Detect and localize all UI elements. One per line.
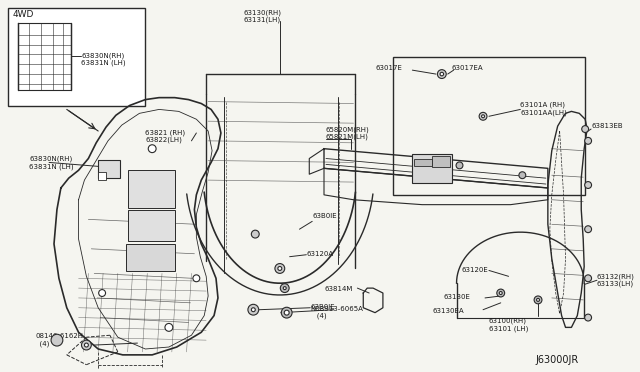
Bar xyxy=(125,244,175,272)
Bar xyxy=(432,155,450,167)
Circle shape xyxy=(99,289,106,296)
Circle shape xyxy=(252,308,255,312)
Circle shape xyxy=(278,266,282,270)
Text: 63132(RH)
63133(LH): 63132(RH) 63133(LH) xyxy=(597,273,635,288)
Bar xyxy=(98,172,106,180)
Bar xyxy=(8,8,145,106)
Circle shape xyxy=(497,289,505,297)
Bar xyxy=(127,209,175,241)
Text: 63120E: 63120E xyxy=(461,266,488,273)
Circle shape xyxy=(81,340,92,350)
Circle shape xyxy=(536,298,540,301)
Text: 63813EB: 63813EB xyxy=(591,123,623,129)
Text: 63100(RH)
63101 (LH): 63100(RH) 63101 (LH) xyxy=(489,318,529,331)
Text: 65820M(RH)
65821M(LH): 65820M(RH) 65821M(LH) xyxy=(326,126,370,140)
Circle shape xyxy=(282,307,292,318)
Circle shape xyxy=(148,145,156,153)
Circle shape xyxy=(280,284,289,292)
Circle shape xyxy=(437,70,446,78)
Text: 63017E: 63017E xyxy=(375,65,402,71)
Text: 63830N(RH)
63831N (LH): 63830N(RH) 63831N (LH) xyxy=(29,155,74,170)
Circle shape xyxy=(585,275,591,282)
Text: 63120A: 63120A xyxy=(307,251,333,257)
Circle shape xyxy=(84,343,88,347)
Circle shape xyxy=(585,314,591,321)
Text: B: B xyxy=(54,337,60,343)
Text: 63821 (RH)
63822(LH): 63821 (RH) 63822(LH) xyxy=(145,129,186,143)
Circle shape xyxy=(440,72,444,76)
Text: 63130(RH)
63131(LH): 63130(RH) 63131(LH) xyxy=(243,9,282,23)
Text: 63017EA: 63017EA xyxy=(452,65,483,71)
Text: J63000JR: J63000JR xyxy=(535,355,579,365)
Text: 63130E: 63130E xyxy=(444,294,470,300)
Circle shape xyxy=(193,275,200,282)
Bar xyxy=(98,160,120,178)
Text: 63B0IE: 63B0IE xyxy=(312,214,337,219)
Circle shape xyxy=(585,182,591,189)
Text: 63B0IE: 63B0IE xyxy=(310,304,335,310)
Bar xyxy=(393,57,585,195)
Bar xyxy=(127,170,175,208)
Circle shape xyxy=(51,334,63,346)
Text: 63130EA: 63130EA xyxy=(432,308,463,314)
Circle shape xyxy=(248,304,259,315)
Circle shape xyxy=(585,137,591,144)
Bar xyxy=(412,154,452,183)
Text: 63814M: 63814M xyxy=(324,286,353,292)
Text: 63101A (RH)
63101AA(LH): 63101A (RH) 63101AA(LH) xyxy=(520,102,567,116)
Circle shape xyxy=(481,115,484,118)
Circle shape xyxy=(582,126,589,132)
Circle shape xyxy=(585,226,591,232)
Circle shape xyxy=(519,172,526,179)
Text: 4WD: 4WD xyxy=(13,10,34,19)
Circle shape xyxy=(165,324,173,331)
Circle shape xyxy=(284,287,286,289)
Circle shape xyxy=(479,112,487,120)
Bar xyxy=(414,158,432,166)
Text: N08913-6065A
   (4): N08913-6065A (4) xyxy=(310,306,363,319)
Circle shape xyxy=(284,310,289,315)
Text: 63830N(RH)
63831N (LH): 63830N(RH) 63831N (LH) xyxy=(81,52,126,67)
Circle shape xyxy=(252,230,259,238)
Circle shape xyxy=(456,162,463,169)
Circle shape xyxy=(534,296,542,304)
Text: 08146-6162H
  (4): 08146-6162H (4) xyxy=(35,333,83,347)
Circle shape xyxy=(275,264,285,273)
Circle shape xyxy=(499,292,502,295)
